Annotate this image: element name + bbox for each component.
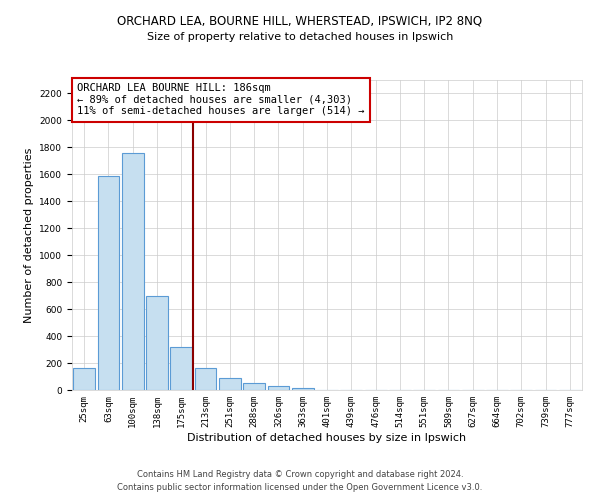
Text: Contains HM Land Registry data © Crown copyright and database right 2024.: Contains HM Land Registry data © Crown c…: [137, 470, 463, 479]
Bar: [73, 368, 95, 390]
Text: ORCHARD LEA, BOURNE HILL, WHERSTEAD, IPSWICH, IP2 8NQ: ORCHARD LEA, BOURNE HILL, WHERSTEAD, IPS…: [118, 15, 482, 28]
Bar: [268, 386, 289, 390]
Bar: [292, 388, 314, 390]
Y-axis label: Number of detached properties: Number of detached properties: [24, 148, 34, 322]
Bar: [170, 347, 192, 390]
Bar: [194, 368, 217, 390]
X-axis label: Distribution of detached houses by size in Ipswich: Distribution of detached houses by size …: [187, 432, 467, 442]
Bar: [146, 296, 168, 390]
Text: Size of property relative to detached houses in Ipswich: Size of property relative to detached ho…: [147, 32, 453, 42]
Text: Contains public sector information licensed under the Open Government Licence v3: Contains public sector information licen…: [118, 482, 482, 492]
Bar: [97, 176, 119, 390]
Bar: [122, 153, 143, 390]
Text: ORCHARD LEA BOURNE HILL: 186sqm
← 89% of detached houses are smaller (4,303)
11%: ORCHARD LEA BOURNE HILL: 186sqm ← 89% of…: [77, 83, 365, 116]
Bar: [243, 382, 265, 390]
Bar: [219, 378, 241, 390]
